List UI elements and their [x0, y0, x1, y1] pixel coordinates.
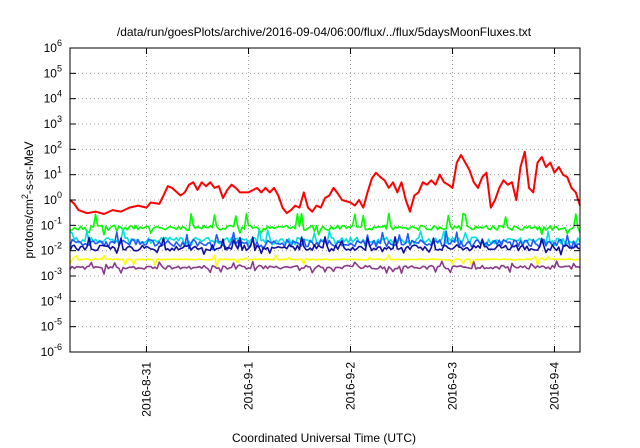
y-tick-label: 10-4: [41, 291, 62, 308]
series-line-7: [69, 260, 581, 275]
series-layer: [69, 150, 581, 275]
series-line-2: [69, 212, 581, 236]
x-tick-label: 2016-8-31: [140, 362, 154, 417]
y-axis: 10-6 10-5 10-4 10-3 10-2 10-1 100 101 102 103 104 1…: [41, 38, 580, 359]
y-tick-label: 100: [44, 190, 62, 207]
series-line-1: [69, 150, 581, 215]
y-tick-label: 106: [44, 38, 62, 55]
y-tick-label: 10-2: [41, 241, 62, 258]
y-tick-label: 10-1: [41, 215, 62, 232]
y-tick-label: 102: [44, 139, 62, 156]
series-line-6: [69, 254, 581, 268]
x-tick-label: 2016-9-1: [242, 362, 256, 410]
series-line-5: [69, 236, 581, 256]
y-tick-label: 10-3: [41, 266, 62, 283]
chart-title: /data/run/goesPlots/archive/2016-09-04/0…: [117, 25, 532, 39]
y-tick-label: 10-5: [41, 317, 62, 334]
x-tick-label: 2016-9-2: [344, 362, 358, 410]
x-axis-label: Coordinated Universal Time (UTC): [232, 431, 416, 445]
y-axis-label-suffix: -s-sr-MeV: [22, 141, 36, 194]
y-tick-label: 10-6: [41, 342, 62, 359]
x-tick-label: 2016-9-3: [446, 362, 460, 410]
y-axis-label-superscript: 2: [20, 194, 30, 199]
x-tick-label: 2016-9-4: [548, 362, 562, 410]
y-tick-label: 101: [44, 165, 62, 182]
x-axis: 2016-8-31 2016-9-1 2016-9-2 2016-9-3 2016-9-…: [140, 48, 562, 417]
y-tick-label: 105: [44, 63, 62, 80]
y-axis-label-prefix: protons/cm: [22, 199, 36, 258]
y-axis-label: protons/cm2-s-sr-MeV: [20, 141, 36, 258]
y-tick-label: 103: [44, 114, 62, 131]
y-tick-label: 104: [44, 89, 62, 106]
